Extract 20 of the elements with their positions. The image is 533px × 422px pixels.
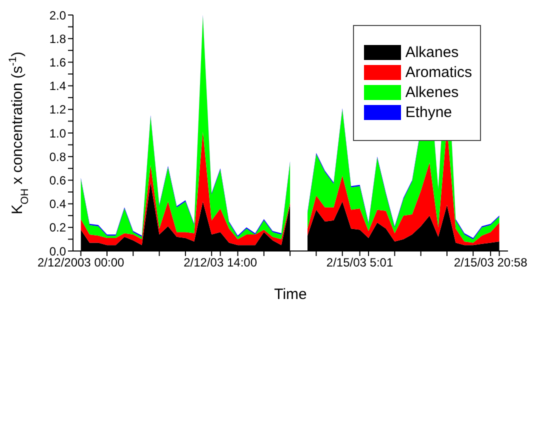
y-tick-label: 1.6	[49, 55, 66, 70]
y-tick-label: 0.4	[49, 197, 66, 212]
y-tick-label: 1.4	[49, 79, 66, 94]
x-tick-label: 2/12/03 14:00	[184, 256, 258, 270]
legend-label: Aromatics	[405, 64, 472, 80]
y-tick-label: 1.0	[49, 126, 66, 140]
x-axis-title: Time	[274, 286, 307, 303]
legend-label: Alkanes	[405, 44, 459, 60]
legend-label: Alkenes	[405, 84, 459, 100]
y-tick-label: 1.8	[49, 32, 66, 46]
y-tick-label: 0.6	[49, 173, 66, 188]
x-tick-label: 2/15/03 20:58	[454, 256, 528, 270]
x-tick-label: 2/15/03 5:01	[326, 256, 394, 270]
legend-label: Ethyne	[405, 104, 452, 120]
y-tick-label: 0.8	[49, 150, 66, 164]
y-tick-label: 1.2	[49, 102, 66, 117]
y-tick-label: 0.0	[49, 244, 66, 258]
x-tick-label: 2/12/2003 00:00	[37, 256, 125, 270]
y-tick-label: 0.2	[49, 220, 66, 235]
y-tick-label: 2.0	[49, 8, 66, 22]
